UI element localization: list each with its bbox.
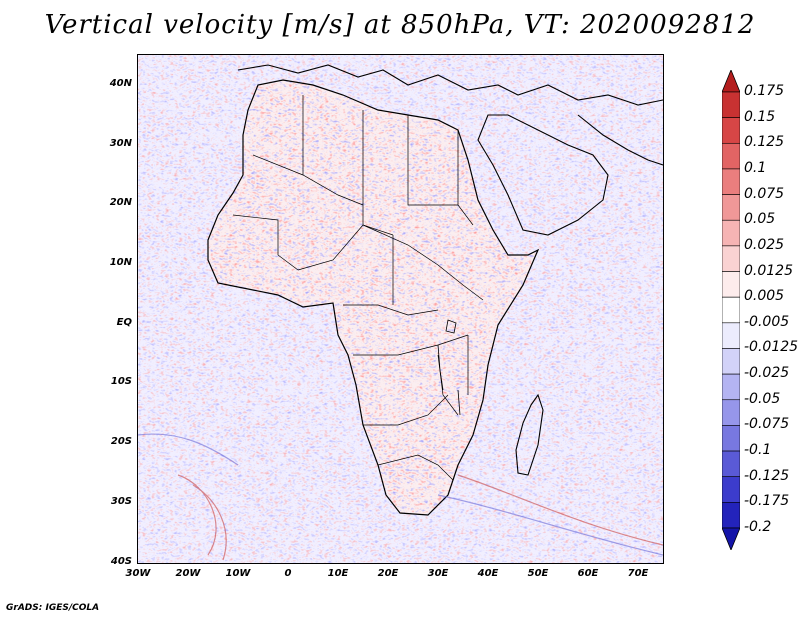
colorbar-label: 0.15 <box>744 108 776 125</box>
colorbar-label: -0.1 <box>744 442 772 459</box>
colorbar-swatch <box>722 476 740 503</box>
x-label-30e: 30E <box>427 568 449 579</box>
y-label-20n: 20N <box>109 197 132 208</box>
colorbar-swatch <box>722 142 740 170</box>
colorbar <box>722 70 740 550</box>
y-label-40n: 40N <box>109 78 132 89</box>
colorbar-swatch <box>722 399 740 426</box>
colorbar-label: -0.125 <box>744 467 790 484</box>
colorbar-label: -0.0125 <box>744 339 799 356</box>
x-label-60e: 60E <box>577 568 599 579</box>
colorbar-swatch <box>722 168 740 195</box>
europe-coastline <box>237 64 663 106</box>
colorbar-label: 0.175 <box>744 83 785 99</box>
x-label-70e: 70E <box>627 568 649 579</box>
y-label-30s: 30S <box>110 496 132 507</box>
colorbar-label: 0.0125 <box>744 262 793 279</box>
x-label-0: 0 <box>284 568 292 579</box>
chart-title: Vertical velocity [m/s] at 850hPa, VT: 2… <box>44 10 756 40</box>
colorbar-swatch <box>722 117 740 144</box>
x-label-10w: 10W <box>225 568 251 579</box>
colorbar-swatch <box>722 296 740 324</box>
colorbar-swatch <box>722 373 740 401</box>
colorbar-label: 0.1 <box>744 159 767 176</box>
madagascar-coastline <box>515 393 544 476</box>
iran-coastline <box>577 114 663 166</box>
colorbar-swatch <box>722 425 740 452</box>
colorbar-label: -0.2 <box>744 519 772 535</box>
y-label-40s: 40S <box>110 556 132 567</box>
x-label-20w: 20W <box>175 568 201 579</box>
x-label-10e: 10E <box>327 568 349 579</box>
arabia-coastline <box>477 114 609 236</box>
colorbar-label: 0.025 <box>744 236 785 253</box>
colorbar-swatch <box>722 271 740 298</box>
y-label-10n: 10N <box>109 257 132 268</box>
colorbar-label: -0.05 <box>744 390 781 407</box>
y-label-30n: 30N <box>109 138 132 149</box>
y-label-20s: 20S <box>110 436 132 447</box>
colorbar-label: 0.075 <box>744 185 785 202</box>
africa-coastline <box>207 79 540 516</box>
y-label-eq: EQ <box>116 317 132 328</box>
colorbar-swatch <box>722 194 740 221</box>
colorbar-label: 0.125 <box>744 134 785 151</box>
ocean-streaks <box>138 433 663 561</box>
map-svg <box>138 55 663 563</box>
colorbar-label: 0.005 <box>744 288 785 305</box>
x-label-20e: 20E <box>377 568 399 579</box>
colorbar-swatch <box>722 322 740 349</box>
colorbar-label: -0.175 <box>744 493 790 510</box>
colorbar-label: -0.025 <box>744 365 790 382</box>
lakes <box>437 319 461 416</box>
colorbar-label: 0.05 <box>744 211 776 228</box>
x-label-50e: 50E <box>527 568 549 579</box>
map-panel[interactable] <box>137 54 664 564</box>
colorbar-swatch <box>722 502 740 529</box>
colorbar-swatch <box>722 245 740 272</box>
colorbar-swatch <box>722 450 740 478</box>
colorbar-label: -0.075 <box>744 416 790 433</box>
y-label-10s: 10S <box>110 376 132 387</box>
colorbar-swatch <box>722 348 740 375</box>
colorbar-top-triangle <box>722 70 740 93</box>
x-label-40e: 40E <box>477 568 499 579</box>
colorbar-swatch <box>722 91 740 118</box>
colorbar-swatch <box>722 219 740 247</box>
grads-credit: GrADS: IGES/COLA <box>6 603 100 613</box>
colorbar-label: -0.005 <box>744 313 790 330</box>
colorbar-bottom-triangle <box>722 527 740 550</box>
x-label-30w: 30W <box>125 568 151 579</box>
